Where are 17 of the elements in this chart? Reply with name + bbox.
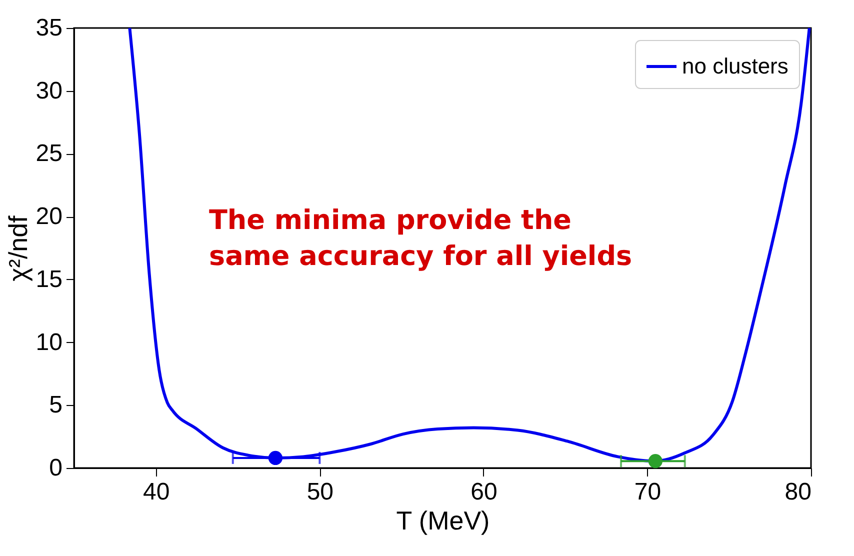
legend-label: no clusters [682,54,788,78]
y-tick-label: 15 [36,266,62,293]
y-tick-label: 0 [49,454,62,482]
y-tick-label: 25 [36,140,62,168]
x-tick-label: 80 [784,478,812,506]
annotation: The minima provide the same accuracy for all yields [209,205,632,272]
y-tick-label: 10 [36,328,62,356]
y-axis-title: χ²/ndf [2,214,33,282]
y-tick-label: 35 [36,14,62,42]
x-tick-label: 50 [306,478,334,506]
y-tick-label: 5 [49,392,62,419]
x-axis-title: T (MeV) [396,506,490,536]
y-tick-label: 30 [36,77,62,104]
x-tick-label: 70 [634,478,662,506]
y-tick-label: 20 [36,203,62,230]
x-tick-label: 40 [143,478,170,506]
x-tick-label: 60 [470,478,498,506]
